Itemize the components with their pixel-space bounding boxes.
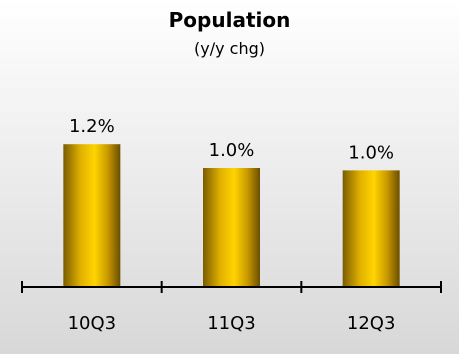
bar-10q3 [63, 144, 121, 287]
data-label-10q3: 1.2% [69, 116, 115, 137]
x-tick-label-10q3: 10Q3 [68, 313, 117, 334]
data-label-12q3: 1.0% [348, 142, 394, 163]
chart-title: Population [169, 8, 291, 32]
labels-group: 1.2% 10Q3 1.0% 11Q3 1.0% 12Q3 [68, 116, 396, 334]
bars-group [63, 144, 400, 287]
x-tick-label-11q3: 11Q3 [207, 313, 256, 334]
bar-11q3 [203, 168, 260, 287]
bar-12q3 [342, 170, 400, 287]
x-tick-label-12q3: 12Q3 [347, 313, 396, 334]
data-label-11q3: 1.0% [209, 140, 255, 161]
chart-subtitle: (y/y chg) [194, 39, 265, 58]
x-axis [21, 281, 442, 293]
